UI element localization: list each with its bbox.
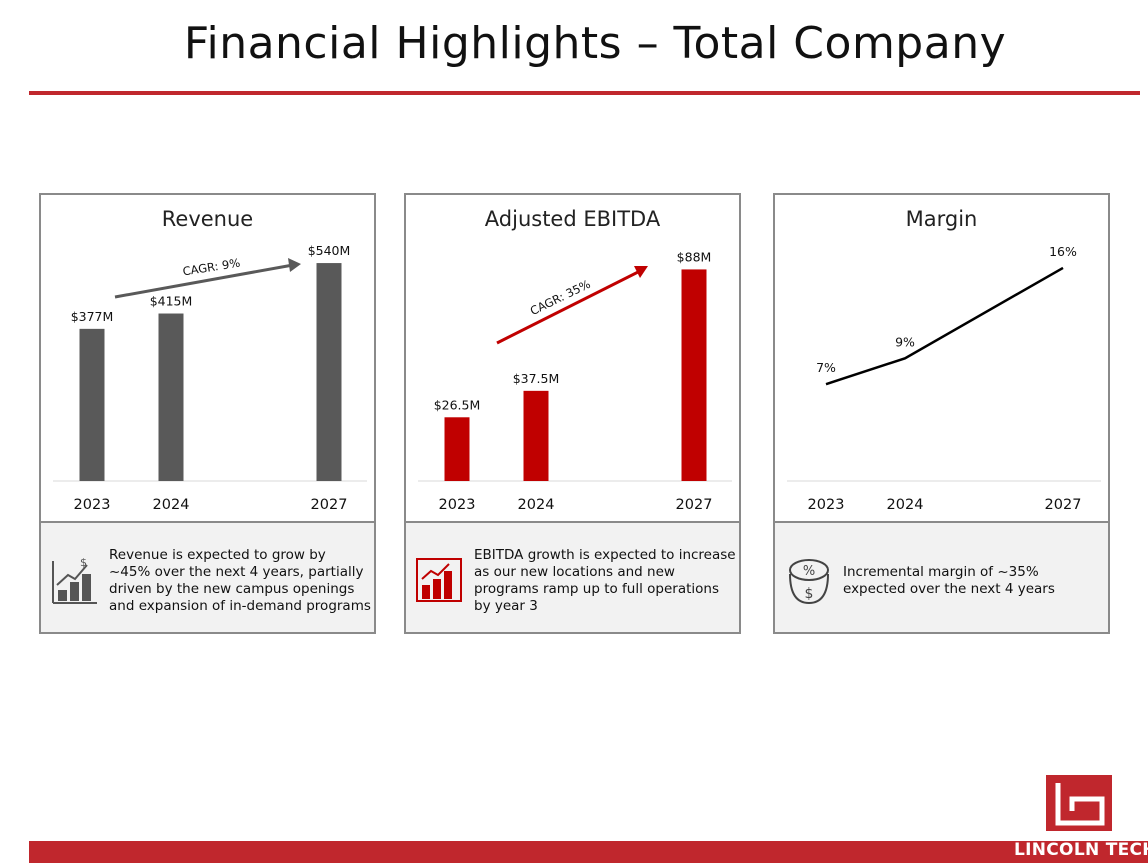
data-label-2027: 16% [1049,244,1077,259]
bar-2027 [316,263,342,481]
tick-label-2027: 2027 [1045,497,1082,513]
brand-name: LINCOLN TECH [1014,840,1148,860]
tick-label-2023: 2023 [439,497,476,513]
svg-text:%: % [803,564,815,579]
data-label-2027: $88M [677,249,712,264]
margin-chart-title: Margin [905,207,978,231]
footer-bar [29,841,1148,863]
data-label-2024: $37.5M [513,371,560,386]
data-label-2027: $540M [308,243,351,258]
tick-label-2024: 2024 [518,497,555,513]
data-label-2024: $415M [150,294,193,309]
margin-card: Margin 7% 2023 9% 2024 16% 2027 % $ Increment… [773,193,1110,634]
ebitda-cagr-arrowhead [634,266,648,278]
revenue-cagr-arrowhead [288,258,301,272]
revenue-cagr-arrow [114,263,294,299]
tick-label-2023: 2023 [74,497,111,513]
data-label-2023: $26.5M [434,397,481,412]
bar-2027 [681,269,707,481]
ebitda-card: Adjusted EBITDA CAGR: 35% $26.5M 2023 $37.… [404,193,741,634]
lincoln-tech-logo [1046,775,1112,831]
revenue-description: Revenue is expected to grow by ~45% over… [109,547,371,614]
data-label-2023: $377M [71,309,114,324]
bar-2023 [79,328,105,481]
tick-label-2023: 2023 [808,497,845,513]
growth-chart-icon [416,558,462,602]
ebitda-cagr-arrow [496,269,641,345]
data-label-2024: 9% [895,334,915,349]
svg-text:$: $ [80,557,87,569]
ebitda-description: EBITDA growth is expected to increase as… [474,547,736,614]
tick-label-2024: 2024 [887,497,924,513]
tick-label-2024: 2024 [153,497,190,513]
page-title: Financial Highlights – Total Company [183,18,1007,69]
svg-text:$: $ [805,586,814,602]
bar-2024 [158,313,184,481]
title-underline [29,91,1140,95]
growth-chart-dollar-icon: $ [52,557,97,604]
bar-2023 [444,417,470,481]
tick-label-2027: 2027 [676,497,713,513]
margin-description: Incremental margin of ~35% expected over… [843,564,1055,597]
percent-dollar-coins-icon: % $ [789,559,829,605]
revenue-card: Revenue CAGR: 9% $377M 2023 $415M 2024 $540M… [39,193,376,634]
data-label-2023: 7% [816,360,836,375]
revenue-chart-title: Revenue [161,207,254,231]
bar-2024 [523,390,549,481]
ebitda-chart-title: Adjusted EBITDA [484,207,661,231]
ebitda-summary-panel: EBITDA growth is expected to increase as… [406,523,739,632]
margin-summary-panel: % $ Incremental margin of ~35% expected … [775,523,1108,632]
revenue-summary-panel: $ Revenue is expected to grow by ~45% ov… [41,523,374,632]
tick-label-2027: 2027 [311,497,348,513]
margin-chart: 7% 2023 9% 2024 16% 2027 [787,244,1101,513]
margin-series-line [825,266,1064,386]
